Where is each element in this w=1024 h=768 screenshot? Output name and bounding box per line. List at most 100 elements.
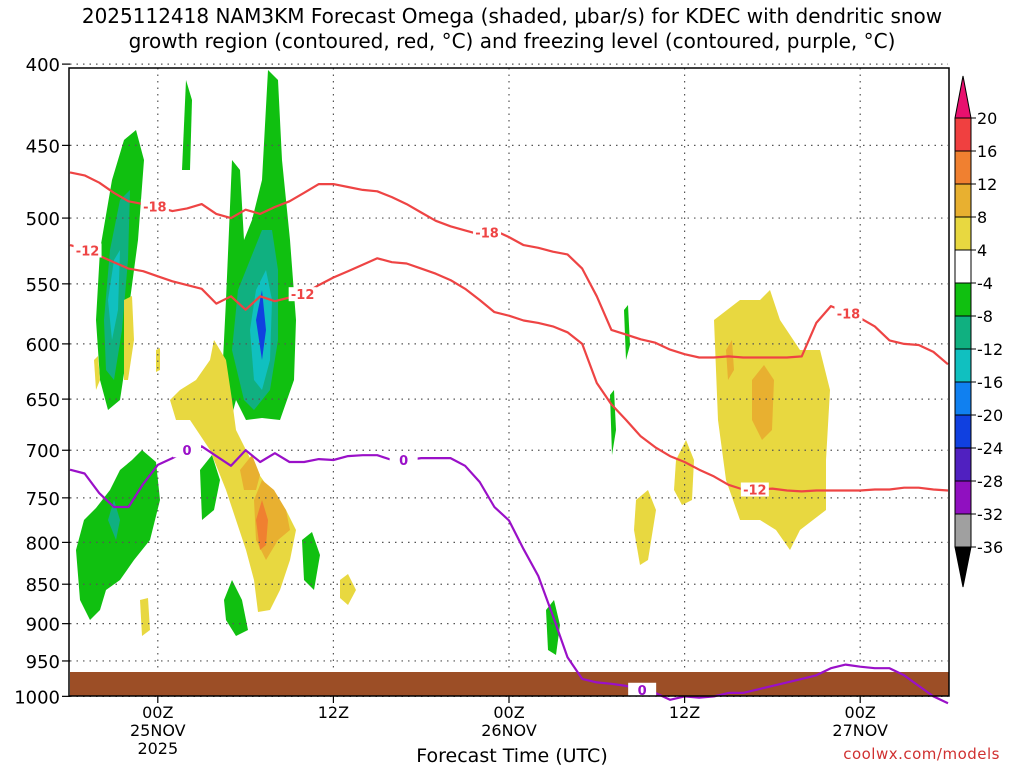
colorbar-label-5: -4 xyxy=(977,274,993,293)
contour-label-bg-2-0 xyxy=(173,443,202,458)
y-tick-label-8: 650 xyxy=(26,390,60,411)
colorbar-label-1: 16 xyxy=(977,142,997,161)
y-axis: 2503003504004505005506006507007508008509… xyxy=(14,55,70,708)
contour-label-bg-1-2 xyxy=(740,482,769,497)
omega-shade-26 xyxy=(140,598,150,636)
omega-shade-8 xyxy=(76,450,160,620)
contour-line-0 xyxy=(69,171,949,366)
credit-text[interactable]: coolwx.com/models xyxy=(843,745,1000,763)
x-tick-label-2: 00Z xyxy=(493,703,524,722)
x-tick-label-3: 12Z xyxy=(669,703,700,722)
omega-shade-30 xyxy=(200,370,214,392)
colorbar-swatch-13 xyxy=(954,513,972,548)
colorbar-top-arrow xyxy=(954,75,972,119)
colorbar-label-10: -24 xyxy=(977,439,1003,458)
y-tick-label-5: 500 xyxy=(26,209,60,230)
colorbar-swatch-9 xyxy=(954,381,972,416)
colorbar-swatch-2 xyxy=(954,150,972,185)
omega-shade-21 xyxy=(752,365,774,440)
y-tick-label-13: 900 xyxy=(26,615,60,636)
colorbar-swatch-5 xyxy=(954,249,972,284)
contour-label-1-0: -12 xyxy=(76,244,100,259)
colorbar-swatch-1 xyxy=(954,117,972,152)
contour-label-0-0: -18 xyxy=(143,200,167,215)
contour-line-1 xyxy=(69,244,949,493)
x-axis-label: Forecast Time (UTC) xyxy=(416,745,608,767)
omega-shade-2 xyxy=(108,250,120,340)
omega-shade-9 xyxy=(108,500,120,540)
ground-band xyxy=(70,672,949,696)
colorbar-label-3: 8 xyxy=(977,208,987,227)
omega-shade-15 xyxy=(624,305,630,360)
contour-label-layer: -18 -18 -18 -12 -12 -12 0 0 0 xyxy=(73,199,863,699)
contour-layer xyxy=(69,171,949,705)
colorbar-bottom-arrow xyxy=(954,546,972,588)
y-tick-label-3: 400 xyxy=(26,55,60,76)
y-tick-label-4: 450 xyxy=(26,136,60,157)
colorbar-label-2: 12 xyxy=(977,175,997,194)
contour-label-1-2: -12 xyxy=(743,484,767,499)
y-tick-label-11: 800 xyxy=(26,533,60,554)
omega-shade-10 xyxy=(200,455,220,520)
colorbar-swatch-11 xyxy=(954,447,972,482)
omega-shade-11 xyxy=(224,580,248,636)
y-tick-label-10: 750 xyxy=(26,489,60,510)
y-tick-label-7: 600 xyxy=(26,335,60,356)
x-tick-year-0: 2025 xyxy=(137,739,178,758)
grid-layer xyxy=(70,63,948,697)
colorbar-swatch-12 xyxy=(954,480,972,515)
contour-label-bg-1-0 xyxy=(73,243,102,258)
omega-shade-12 xyxy=(302,532,320,590)
colorbar-label-6: -8 xyxy=(977,307,993,326)
colorbar-swatch-4 xyxy=(954,216,972,251)
x-tick-label-4: 00Z xyxy=(845,703,876,722)
colorbar-label-0: 20 xyxy=(977,109,997,128)
contour-label-bg-2-2 xyxy=(628,682,657,697)
omega-shade-25 xyxy=(340,574,356,605)
y-tick-label-12: 850 xyxy=(26,575,60,596)
omega-shade-13 xyxy=(546,600,560,655)
contour-label-2-2: 0 xyxy=(638,684,647,699)
colorbar-label-12: -32 xyxy=(977,505,1003,524)
omega-shade-28 xyxy=(94,356,100,390)
colorbar-label-4: 4 xyxy=(977,241,987,260)
x-tick-label-0: 00Z xyxy=(142,703,173,722)
chart-title: 2025112418 NAM3KM Forecast Omega (shaded… xyxy=(81,4,943,53)
contour-label-2-0: 0 xyxy=(183,444,192,459)
omega-shade-14 xyxy=(610,390,616,455)
colorbar-swatch-6 xyxy=(954,282,972,317)
omega-shade-7 xyxy=(256,290,266,360)
contour-label-2-1: 0 xyxy=(399,454,408,469)
y-tick-label-6: 550 xyxy=(26,275,60,296)
contour-label-0-1: -18 xyxy=(475,226,499,241)
colorbar-label-8: -16 xyxy=(977,373,1003,392)
x-tick-label-1: 12Z xyxy=(318,703,349,722)
y-tick-label-9: 700 xyxy=(26,441,60,462)
colorbar-label-13: -36 xyxy=(977,538,1003,557)
contour-label-1-1: -12 xyxy=(291,288,315,303)
colorbar-swatch-7 xyxy=(954,315,972,350)
omega-shade-17 xyxy=(240,455,260,490)
contour-label-bg-2-1 xyxy=(389,453,418,468)
x-tick-date-0: 25NOV xyxy=(130,721,186,740)
omega-shade-24 xyxy=(634,490,656,565)
contour-line-2 xyxy=(69,445,949,705)
contour-label-bg-1-1 xyxy=(288,287,317,302)
omega-shade-3 xyxy=(182,80,192,170)
colorbar-label-11: -28 xyxy=(977,472,1003,491)
colorbar-swatch-3 xyxy=(954,183,972,218)
contour-label-bg-0-2 xyxy=(834,306,863,321)
omega-shading-layer xyxy=(76,70,830,655)
colorbar-swatch-8 xyxy=(954,348,972,383)
colorbar: 20 16 12 8 4 -4 -8 -12 -16 -20 -24 -28 -32 -36 xyxy=(954,75,1003,588)
y-tick-label-15: 1000 xyxy=(14,687,60,708)
y-tick-label-14: 950 xyxy=(26,652,60,673)
omega-shade-19 xyxy=(256,500,268,550)
colorbar-swatch-10 xyxy=(954,414,972,449)
x-tick-date-4: 27NOV xyxy=(832,721,888,740)
colorbar-label-9: -20 xyxy=(977,406,1003,425)
x-tick-date-2: 26NOV xyxy=(481,721,537,740)
contour-label-bg-0-1 xyxy=(473,225,502,240)
